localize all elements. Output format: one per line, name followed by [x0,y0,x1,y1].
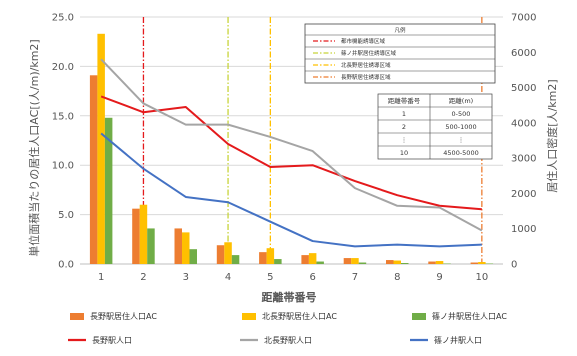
bar [216,245,225,264]
y2-tick-label: 2000 [511,189,536,200]
bar [401,263,409,264]
legend-box-title: 凡例 [394,26,406,34]
bar [316,261,324,264]
bar [266,248,275,264]
bar [478,262,486,264]
x-axis-title: 距離帯番号 [262,290,317,304]
x-tick-label: 1 [98,272,104,283]
series-line [100,58,483,232]
bar [343,258,352,264]
y2-axis-title: 居住人口密度[人/km2] [545,79,559,192]
legend-label: 篠ノ井駅居住人口AC [432,311,507,321]
distance-table-cell: 0-500 [452,110,471,118]
bar [147,228,155,264]
bar [351,258,359,264]
legend-swatch-bar [412,313,426,320]
bar [97,33,105,264]
y-tick-label: 15.0 [52,111,74,122]
legend-swatch-bar [242,313,256,320]
legend-label: 篠ノ井駅人口 [434,335,482,345]
y2-tick-label: 4000 [511,118,536,129]
distance-table-cell: 距離帯番号 [388,96,421,105]
distance-table-frame [377,93,493,160]
x-tick-label: 5 [267,272,273,283]
lines [100,58,483,248]
x-tick-label: 10 [475,272,488,283]
distance-table-cell: 1 [402,110,406,118]
bar [174,228,182,264]
bar [224,242,232,264]
distance-table-cell: 4500-5000 [443,149,478,157]
legend-label: 長野駅居住人口AC [90,311,157,321]
x-tick-label: 3 [183,272,189,283]
bars [89,33,494,265]
distance-table-cell: ⋮ [401,136,408,144]
bar [132,208,140,264]
ticks: 0.0 5.0 10.0 15.0 20.0 25.0 0 1000 2000 3000 4000 5… [52,13,537,284]
legend: 長野駅居住人口AC 北長野駅居住人口AC 篠ノ井駅居住人口AC 長野駅人口 北長野駅人口… [68,311,507,345]
bar [139,204,148,264]
x-tick-label: 7 [352,272,358,283]
bar [308,253,317,264]
bar [274,259,282,264]
bar [470,262,479,264]
x-tick-label: 6 [309,272,315,283]
bar [231,255,240,264]
x-tick-label: 9 [436,272,442,283]
y2-tick-label: 1000 [511,224,536,235]
distance-table-cell: 2 [402,123,406,131]
bar [189,249,197,264]
x-tick-label: 8 [394,272,400,283]
legend-box-frame [304,23,496,84]
bar [259,252,267,264]
bar [89,75,98,265]
bar [393,260,401,264]
x-tick-label: 2 [140,272,146,283]
y-tick-label: 25.0 [52,13,74,24]
bar [104,117,113,264]
y-tick-label: 20.0 [52,62,74,73]
y2-tick-label: 7000 [511,13,536,24]
distance-table: 距離帯番号 距離(m) 1 0-500 2 500-1000 ⋮ ⋮ 10 4500-5000 [377,93,493,160]
legend-label: 長野駅人口 [92,336,132,345]
y2-tick-label: 3000 [511,154,536,165]
y-tick-label: 5.0 [58,210,74,221]
distance-table-cell: ⋮ [458,136,465,144]
bar [435,261,444,264]
y2-tick-label: 5000 [511,83,536,94]
legend-box-label: 篠ノ井駅居住誘導区域 [341,49,397,57]
legend-box-label: 北長野居住誘導区域 [341,61,391,69]
y-tick-label: 0.0 [58,260,74,271]
y2-tick-label: 0 [511,260,517,271]
series-line [100,95,482,211]
legend-swatch-bar [70,313,84,320]
distance-table-cell: 500-1000 [445,123,476,131]
legend-box-label: 長野駅居住誘導区域 [341,73,391,81]
legend-box-label: 都市機能誘導区域 [341,37,386,45]
distance-table-cell: 10 [400,149,408,157]
y-axis-title: 単位面積当たりの居住人口AC[(人/m)/km2] [27,39,41,256]
bar [358,262,367,264]
legend-label: 北長野駅居住人口AC [262,311,337,321]
distance-table-cell: 距離(m) [449,96,473,105]
x-tick-label: 4 [225,272,231,283]
y-tick-label: 10.0 [52,161,74,172]
bar [301,255,309,264]
series-line [100,132,482,248]
bar [386,260,394,264]
bar [428,261,436,264]
bar [182,232,190,264]
legend-label: 北長野駅人口 [264,336,312,345]
y2-tick-label: 6000 [511,48,536,59]
